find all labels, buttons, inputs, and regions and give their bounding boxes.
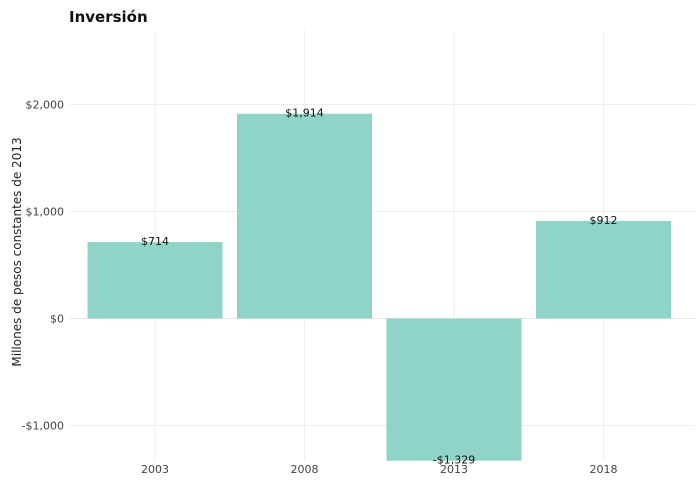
y-tick-label: $0 xyxy=(50,313,64,326)
y-tick-label: $2,000 xyxy=(26,99,65,112)
data-label: $912 xyxy=(590,214,618,227)
bars xyxy=(87,113,671,461)
bar-2008 xyxy=(237,113,372,319)
x-axis-ticks: 2003 2008 2013 2018 xyxy=(141,463,618,476)
data-label: $1,914 xyxy=(285,107,324,120)
chart-title: Inversión xyxy=(69,8,148,26)
bar-2018 xyxy=(536,220,671,319)
y-axis-title: Millones de pesos constantes de 2013 xyxy=(10,137,24,366)
bar-labels: $714 $1,914 -$1,329 $912 xyxy=(141,107,618,467)
y-tick-label: -$1,000 xyxy=(22,420,64,433)
y-tick-label: $1,000 xyxy=(26,206,65,219)
x-tick-label: 2013 xyxy=(440,463,468,476)
x-tick-label: 2018 xyxy=(590,463,618,476)
x-tick-label: 2003 xyxy=(141,463,169,476)
y-axis-ticks: -$1,000 $0 $1,000 $2,000 xyxy=(22,99,64,433)
data-label: $714 xyxy=(141,235,169,248)
data-label: -$1,329 xyxy=(433,454,475,467)
x-tick-label: 2008 xyxy=(291,463,319,476)
bar-2003 xyxy=(87,242,223,319)
bar-2013 xyxy=(386,318,522,461)
